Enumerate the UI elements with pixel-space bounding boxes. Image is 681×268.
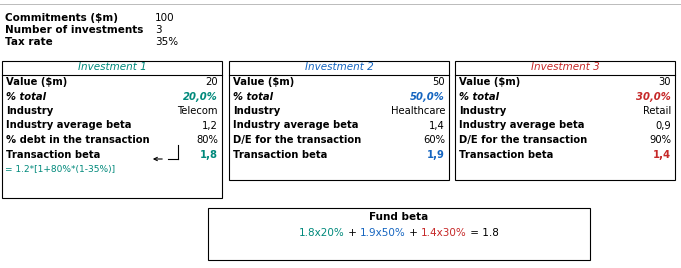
Text: Investment 2: Investment 2 bbox=[304, 62, 373, 72]
Text: 1,4: 1,4 bbox=[429, 121, 445, 131]
Text: 1,4: 1,4 bbox=[653, 150, 671, 159]
Text: Healthcare: Healthcare bbox=[390, 106, 445, 116]
Text: Industry: Industry bbox=[233, 106, 281, 116]
Text: Transaction beta: Transaction beta bbox=[233, 150, 328, 159]
Text: Industry: Industry bbox=[459, 106, 506, 116]
Text: Investment 3: Investment 3 bbox=[530, 62, 599, 72]
Text: % debt in the transaction: % debt in the transaction bbox=[6, 135, 150, 145]
Text: +: + bbox=[406, 228, 421, 238]
Text: Value ($m): Value ($m) bbox=[233, 77, 294, 87]
Text: Commitments ($m): Commitments ($m) bbox=[5, 13, 118, 23]
Text: Tax rate: Tax rate bbox=[5, 37, 52, 47]
Text: 30,0%: 30,0% bbox=[636, 91, 671, 102]
Text: 1,9: 1,9 bbox=[427, 150, 445, 159]
Text: 1.4x30%: 1.4x30% bbox=[421, 228, 466, 238]
Text: D/E for the transaction: D/E for the transaction bbox=[233, 135, 361, 145]
Text: 30: 30 bbox=[659, 77, 671, 87]
Text: 80%: 80% bbox=[196, 135, 218, 145]
Text: Industry average beta: Industry average beta bbox=[459, 121, 584, 131]
Text: 60%: 60% bbox=[423, 135, 445, 145]
Text: 3: 3 bbox=[155, 25, 161, 35]
Text: Value ($m): Value ($m) bbox=[6, 77, 67, 87]
Text: 100: 100 bbox=[155, 13, 174, 23]
Text: % total: % total bbox=[233, 91, 273, 102]
Text: 0,9: 0,9 bbox=[655, 121, 671, 131]
Text: = 1.8: = 1.8 bbox=[466, 228, 498, 238]
Bar bbox=[208, 208, 590, 260]
Text: Number of investments: Number of investments bbox=[5, 25, 144, 35]
Text: 20,0%: 20,0% bbox=[183, 91, 218, 102]
Bar bbox=[455, 61, 675, 180]
Bar bbox=[2, 61, 222, 198]
Text: 1,2: 1,2 bbox=[202, 121, 218, 131]
Text: % total: % total bbox=[459, 91, 499, 102]
Text: Transaction beta: Transaction beta bbox=[6, 150, 100, 159]
Text: Investment 1: Investment 1 bbox=[78, 62, 146, 72]
Text: Transaction beta: Transaction beta bbox=[459, 150, 554, 159]
Text: Industry: Industry bbox=[6, 106, 53, 116]
Text: Value ($m): Value ($m) bbox=[459, 77, 520, 87]
Text: Telecom: Telecom bbox=[178, 106, 218, 116]
Text: 1.8x20%: 1.8x20% bbox=[300, 228, 345, 238]
Text: Fund beta: Fund beta bbox=[369, 212, 428, 222]
Text: 50,0%: 50,0% bbox=[410, 91, 445, 102]
Text: +: + bbox=[345, 228, 360, 238]
Text: Industry average beta: Industry average beta bbox=[233, 121, 358, 131]
Text: 90%: 90% bbox=[649, 135, 671, 145]
Text: 35%: 35% bbox=[155, 37, 178, 47]
Text: = 1.2*[1+80%*(1-35%)]: = 1.2*[1+80%*(1-35%)] bbox=[5, 165, 115, 174]
Text: 1.9x50%: 1.9x50% bbox=[360, 228, 406, 238]
Text: 1,8: 1,8 bbox=[200, 150, 218, 159]
Text: Retail: Retail bbox=[643, 106, 671, 116]
Text: Industry average beta: Industry average beta bbox=[6, 121, 131, 131]
Text: 50: 50 bbox=[432, 77, 445, 87]
Text: % total: % total bbox=[6, 91, 46, 102]
Text: 20: 20 bbox=[206, 77, 218, 87]
Text: D/E for the transaction: D/E for the transaction bbox=[459, 135, 587, 145]
Bar bbox=[229, 61, 449, 180]
